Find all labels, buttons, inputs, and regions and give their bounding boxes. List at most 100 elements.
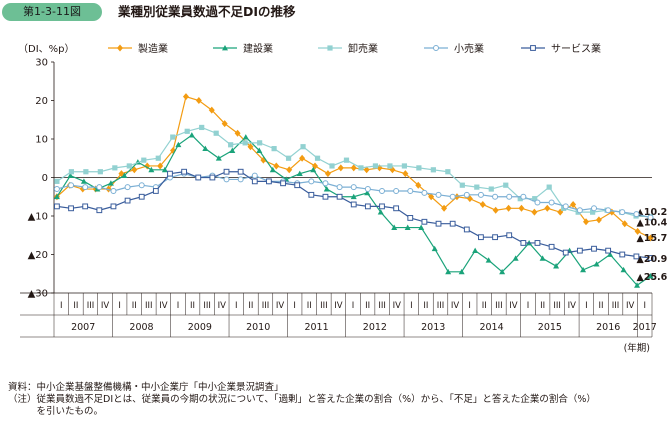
data-point-wholesale bbox=[445, 169, 451, 175]
legend-marker-wholesale bbox=[327, 45, 333, 51]
data-point-construction bbox=[364, 189, 371, 196]
x-year-label: 2017 bbox=[633, 322, 657, 333]
data-point-services bbox=[294, 182, 301, 189]
data-point-services bbox=[562, 249, 569, 256]
data-point-wholesale bbox=[358, 165, 364, 171]
data-point-construction bbox=[256, 147, 263, 153]
data-point-wholesale bbox=[242, 140, 248, 146]
data-point-retail bbox=[237, 176, 244, 183]
x-quarter-label: IV bbox=[451, 301, 460, 311]
y-tick-label: 20 bbox=[35, 96, 48, 107]
data-point-retail bbox=[350, 184, 357, 191]
data-point-manufacturing bbox=[324, 170, 331, 178]
x-quarter-label: I bbox=[643, 301, 646, 311]
data-point-construction bbox=[53, 193, 60, 200]
x-quarter-label: III bbox=[145, 301, 153, 311]
data-point-services bbox=[152, 188, 159, 194]
data-point-services bbox=[96, 207, 103, 214]
data-point-retail bbox=[378, 187, 385, 194]
data-point-services bbox=[195, 174, 202, 181]
data-point-wholesale bbox=[285, 155, 292, 161]
data-point-services bbox=[534, 240, 541, 246]
data-point-wholesale bbox=[372, 163, 379, 169]
x-year-label: 2010 bbox=[246, 322, 270, 333]
data-point-construction bbox=[80, 178, 87, 184]
data-point-manufacturing bbox=[299, 154, 306, 162]
data-point-services bbox=[463, 226, 470, 233]
x-quarter-label: I bbox=[527, 301, 530, 311]
data-point-services bbox=[138, 193, 145, 200]
data-point-retail bbox=[591, 205, 598, 212]
data-point-services bbox=[322, 193, 329, 200]
data-point-services bbox=[209, 174, 216, 181]
x-quarter-label: II bbox=[248, 301, 253, 311]
data-point-construction bbox=[242, 134, 249, 140]
data-point-services bbox=[379, 203, 385, 210]
data-point-retail bbox=[124, 184, 131, 191]
x-quarter-label: I bbox=[235, 301, 238, 311]
data-point-retail bbox=[534, 199, 541, 206]
data-point-manufacturing bbox=[157, 162, 164, 170]
data-point-services bbox=[350, 201, 357, 208]
data-point-manufacturing bbox=[621, 220, 628, 228]
data-point-wholesale bbox=[314, 155, 321, 161]
data-point-services bbox=[167, 170, 173, 177]
data-point-retail bbox=[407, 187, 414, 194]
data-point-wholesale bbox=[503, 182, 509, 188]
data-point-retail bbox=[647, 214, 654, 221]
data-point-retail bbox=[322, 180, 329, 187]
data-point-manufacturing bbox=[518, 204, 525, 212]
legend-label-manufacturing: 製造業 bbox=[138, 42, 168, 55]
x-quarter-label: II bbox=[423, 301, 428, 311]
data-point-wholesale bbox=[213, 130, 219, 136]
x-quarter-label: IV bbox=[393, 301, 402, 311]
data-point-wholesale bbox=[430, 167, 436, 173]
data-point-construction bbox=[107, 180, 114, 186]
data-point-services bbox=[647, 255, 654, 261]
data-point-retail bbox=[492, 193, 499, 200]
data-point-construction bbox=[593, 261, 600, 267]
legend-marker-manufacturing bbox=[117, 44, 123, 52]
data-point-services bbox=[237, 168, 244, 175]
data-point-construction bbox=[580, 266, 587, 273]
data-point-retail bbox=[506, 193, 513, 200]
data-point-retail bbox=[619, 209, 626, 216]
data-point-retail bbox=[223, 176, 230, 183]
data-point-retail bbox=[562, 203, 569, 210]
data-point-construction bbox=[607, 251, 614, 257]
data-point-wholesale bbox=[532, 196, 538, 202]
data-point-services bbox=[308, 191, 315, 198]
data-point-manufacturing bbox=[647, 234, 654, 242]
data-point-services bbox=[449, 220, 456, 227]
data-point-services bbox=[68, 205, 74, 212]
x-quarter-label: III bbox=[437, 301, 445, 311]
data-point-construction bbox=[121, 172, 128, 178]
x-axis-period-label: (年期) bbox=[624, 342, 650, 354]
x-quarter-label: III bbox=[203, 301, 211, 311]
data-point-wholesale bbox=[112, 165, 118, 171]
x-year-label: 2012 bbox=[363, 322, 387, 333]
data-point-wholesale bbox=[228, 142, 234, 148]
data-point-wholesale bbox=[387, 163, 393, 169]
figure-header: 第1-3-11図 業種別従業員数過不足DIの推移 bbox=[0, 0, 667, 24]
data-point-services bbox=[251, 178, 258, 185]
data-point-construction bbox=[553, 263, 560, 269]
data-point-retail bbox=[520, 193, 527, 200]
x-quarter-label: II bbox=[598, 301, 603, 311]
y-tick-label: 0 bbox=[42, 173, 48, 184]
data-point-wholesale bbox=[68, 169, 74, 175]
end-value-label-services: ▲20.9 bbox=[637, 254, 667, 265]
legend-label-wholesale: 卸売業 bbox=[348, 42, 378, 55]
data-point-construction bbox=[445, 268, 452, 275]
data-point-retail bbox=[576, 207, 583, 214]
x-year-label: 2011 bbox=[304, 322, 328, 333]
data-point-construction bbox=[512, 255, 519, 261]
end-value-label-manufacturing: ▲15.7 bbox=[637, 233, 667, 244]
data-point-construction bbox=[215, 155, 222, 161]
data-point-wholesale bbox=[184, 128, 190, 134]
data-point-construction bbox=[350, 193, 357, 200]
data-point-construction bbox=[67, 172, 74, 178]
figure-number-badge: 第1-3-11図 bbox=[2, 3, 102, 21]
data-point-construction bbox=[161, 166, 168, 173]
data-point-manufacturing bbox=[182, 93, 189, 101]
